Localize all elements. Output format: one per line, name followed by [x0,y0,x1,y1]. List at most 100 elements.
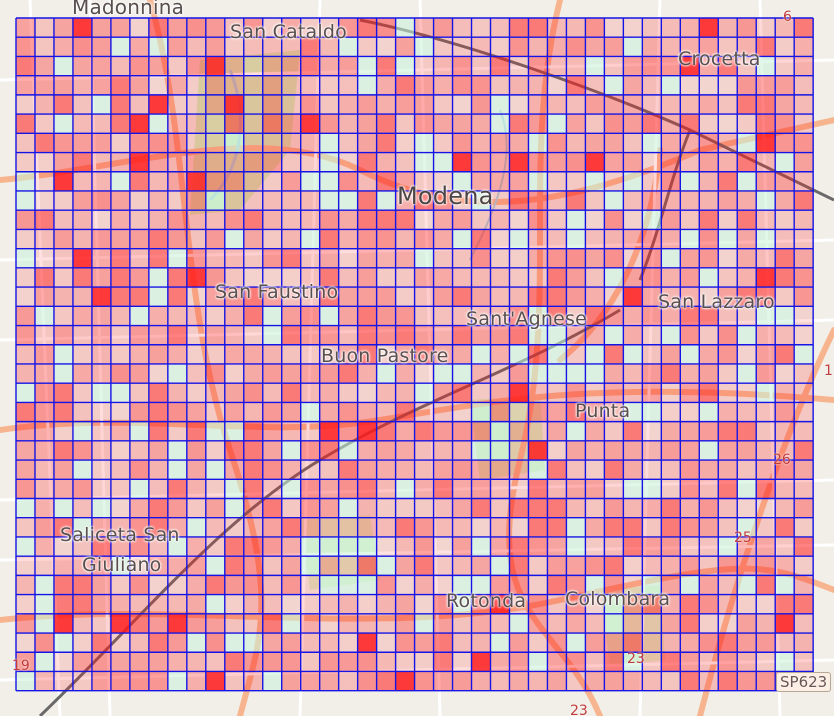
heat-cell [452,344,472,364]
park-area [190,50,300,215]
heat-cell [642,18,662,38]
heat-cell [604,306,624,326]
heat-cell [642,536,662,557]
heat-cell [16,306,35,326]
heat-cell [205,421,225,441]
heat-cell [395,171,415,191]
heat-cell [661,613,681,634]
heat-cell [224,633,244,653]
heat-cell [53,517,73,537]
heat-cell [319,210,339,230]
heat-cell [528,613,548,634]
heat-cell [148,383,168,403]
heat-cell [680,613,700,634]
heat-cell [91,190,111,211]
heat-cell [414,556,434,576]
heat-cell [53,402,73,422]
heat-cell [490,229,510,249]
heat-cell [186,460,206,480]
heat-cell [680,248,700,268]
heat-cell [186,575,206,595]
heat-cell [129,18,149,38]
heat-cell [699,498,719,518]
heat-cell [91,114,111,134]
heat-cell [699,460,719,480]
heat-cell [699,671,719,691]
heat-cell [357,344,377,364]
heat-cell [528,133,548,153]
heat-cell [680,75,700,95]
heat-cell [718,248,738,268]
heat-cell [110,536,130,557]
heat-cell [34,383,54,403]
heat-cell [262,75,282,95]
heat-cell [414,306,434,326]
heat-cell [414,594,434,614]
heat-cell [585,517,605,537]
heat-cell [357,652,377,672]
heat-cell [243,460,263,480]
heat-cell [756,171,776,191]
heat-cell [718,75,738,95]
heat-cell [471,152,491,172]
heat-cell [414,94,434,115]
heat-cell [756,498,776,518]
heat-cell [794,37,814,57]
heat-cell [262,652,282,672]
heat-cell [547,671,567,691]
heat-cell [338,613,358,634]
heat-cell [91,248,111,268]
heat-cell [775,594,795,614]
heat-cell [34,229,54,249]
road-label-25: 25 [734,530,752,546]
heat-cell [642,152,662,172]
heat-cell [661,460,681,480]
heat-cell [148,248,168,268]
heat-cell [34,652,54,672]
heat-cell [661,575,681,595]
heat-cell [718,210,738,230]
heat-cell [34,306,54,326]
heat-cell [433,556,453,576]
heat-cell [585,56,605,76]
heat-cell [281,613,301,634]
heat-cell [281,652,301,672]
heat-cell [110,517,130,537]
heat-cell [794,536,814,557]
heat-cell [205,133,225,153]
heat-cell [129,267,149,288]
heat-cell [490,613,510,634]
heat-cell [566,479,586,499]
heat-cell [72,37,92,57]
heat-cell [623,248,643,268]
heat-cell [319,325,339,345]
heat-cell [395,306,415,326]
heat-cell [585,94,605,115]
heat-cell [718,306,738,326]
heat-cell [604,460,624,480]
heat-cell [338,652,358,672]
heat-cell [376,421,396,441]
heat-cell [547,402,567,422]
heat-cell [148,287,168,307]
heat-cell [433,344,453,364]
heat-cell [661,440,681,461]
heat-cell [737,37,757,57]
heat-cell [414,344,434,364]
heat-cell [262,633,282,653]
place-label-san-faustino: San Faustino [215,281,339,303]
heat-cell [661,383,681,403]
heat-cell [794,75,814,95]
heat-cell [661,210,681,230]
heat-cell [357,383,377,403]
heat-cell [452,517,472,537]
heat-cell [471,460,491,480]
heat-cell [737,267,757,288]
heat-cell [642,517,662,537]
heat-cell [756,421,776,441]
heat-cell [490,440,510,461]
heat-cell [167,344,187,364]
heat-cell [300,671,320,691]
heat-cell [243,171,263,191]
